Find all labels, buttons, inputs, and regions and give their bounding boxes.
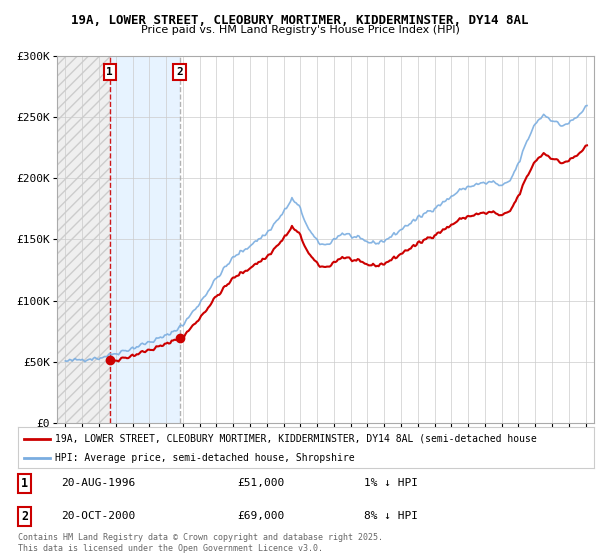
Text: 19A, LOWER STREET, CLEOBURY MORTIMER, KIDDERMINSTER, DY14 8AL: 19A, LOWER STREET, CLEOBURY MORTIMER, KI… (71, 14, 529, 27)
Text: 20-AUG-1996: 20-AUG-1996 (61, 478, 136, 488)
Text: 1% ↓ HPI: 1% ↓ HPI (364, 478, 418, 488)
Text: 2: 2 (176, 67, 183, 77)
Bar (57, 56, 110, 423)
Text: 8% ↓ HPI: 8% ↓ HPI (364, 511, 418, 521)
Bar (110, 56, 179, 423)
Text: 1: 1 (106, 67, 113, 77)
Text: £69,000: £69,000 (237, 511, 284, 521)
Text: 1: 1 (21, 477, 28, 490)
Text: 19A, LOWER STREET, CLEOBURY MORTIMER, KIDDERMINSTER, DY14 8AL (semi-detached hou: 19A, LOWER STREET, CLEOBURY MORTIMER, KI… (55, 433, 537, 444)
Text: £51,000: £51,000 (237, 478, 284, 488)
Text: 2: 2 (21, 510, 28, 523)
Text: Contains HM Land Registry data © Crown copyright and database right 2025.
This d: Contains HM Land Registry data © Crown c… (18, 533, 383, 553)
Text: HPI: Average price, semi-detached house, Shropshire: HPI: Average price, semi-detached house,… (55, 452, 355, 463)
Bar (57, 56, 110, 423)
Text: 20-OCT-2000: 20-OCT-2000 (61, 511, 136, 521)
Text: Price paid vs. HM Land Registry's House Price Index (HPI): Price paid vs. HM Land Registry's House … (140, 25, 460, 35)
